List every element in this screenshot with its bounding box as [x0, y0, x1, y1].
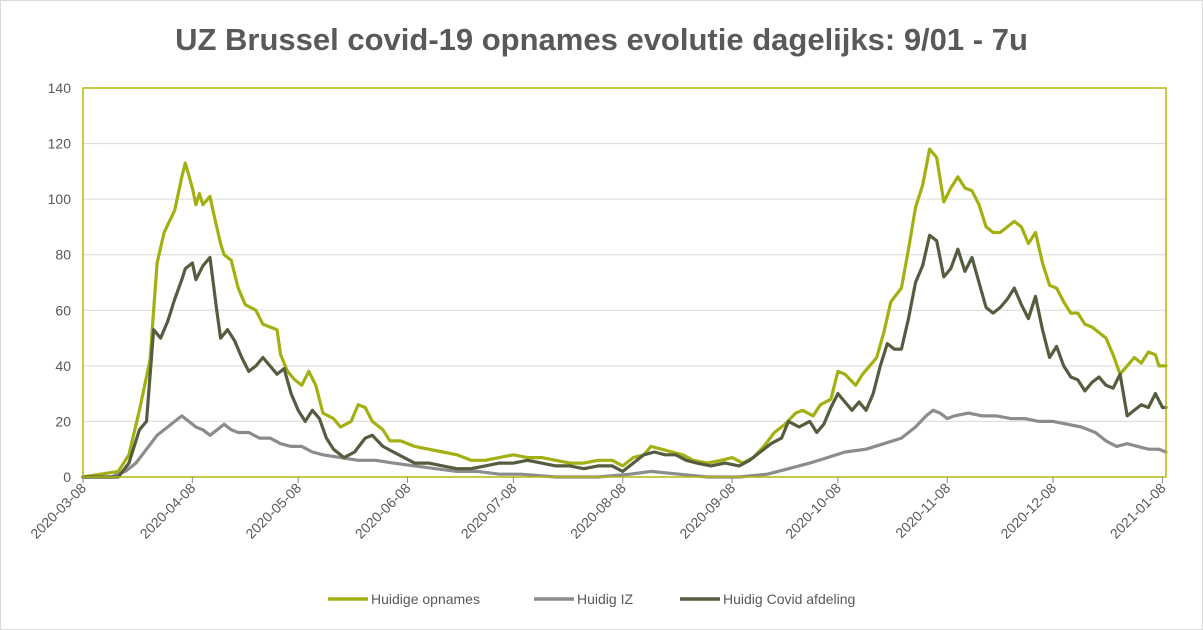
x-tick-label: 2021-01-08 [1107, 480, 1169, 542]
series-lines [81, 147, 1168, 479]
chart-title: UZ Brussel covid-19 opnames evolutie dag… [175, 22, 1028, 57]
x-tick-label: 2020-06-08 [352, 480, 414, 542]
y-tick-label: 60 [55, 302, 71, 318]
x-tick-label: 2020-05-08 [242, 480, 304, 542]
legend: Huidige opnames Huidig IZ Huidig Covid afd… [328, 591, 855, 607]
x-tick-label: 2020-09-08 [676, 480, 738, 542]
x-tick-label: 2020-08-08 [567, 480, 629, 542]
y-tick-label: 140 [48, 80, 72, 96]
plot-area-border [82, 87, 1167, 478]
legend-label: Huidig Covid afdeling [723, 591, 855, 607]
y-tick-label: 40 [55, 358, 71, 374]
x-tick-label: 2020-12-08 [997, 480, 1059, 542]
y-tick-label: 80 [55, 247, 71, 263]
series-line-1 [81, 147, 1168, 479]
series-line-2 [81, 408, 1168, 479]
series-line-3 [81, 233, 1168, 479]
y-tick-label: 0 [63, 469, 71, 485]
x-tick-label: 2020-03-08 [27, 480, 89, 542]
y-tick-label: 20 [55, 413, 71, 429]
y-tick-label: 100 [48, 191, 72, 207]
legend-label: Huidige opnames [371, 591, 480, 607]
x-tick-label: 2020-10-08 [782, 480, 844, 542]
legend-label: Huidig IZ [577, 591, 633, 607]
x-tick-label: 2020-07-08 [458, 480, 520, 542]
x-tick-label: 2020-11-08 [892, 480, 953, 541]
y-tick-label: 120 [48, 136, 72, 152]
x-tick-label: 2020-04-08 [137, 480, 199, 542]
gridlines [83, 143, 1166, 422]
